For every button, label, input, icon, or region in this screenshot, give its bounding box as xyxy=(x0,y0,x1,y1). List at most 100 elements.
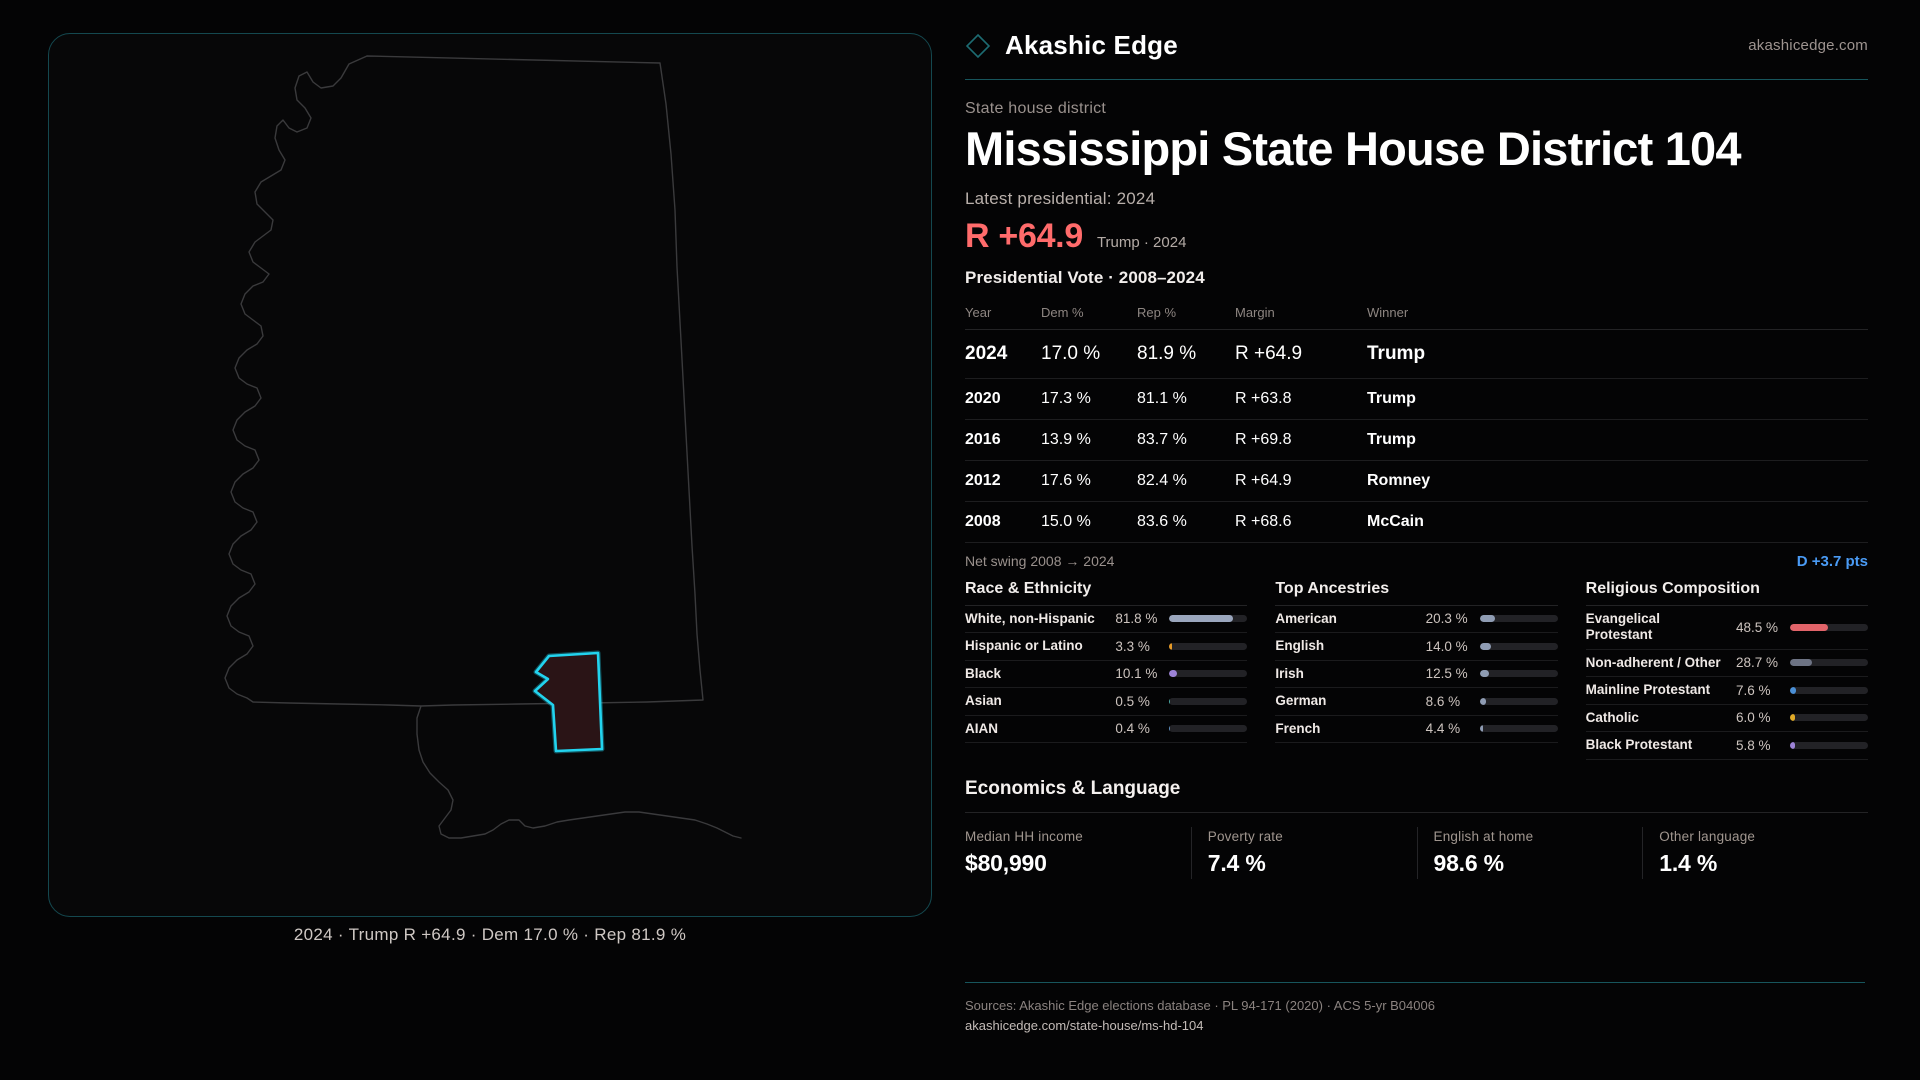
economics-stat-label: English at home xyxy=(1433,828,1534,844)
religion-label: Mainline Protestant xyxy=(1585,682,1711,698)
headline-margin: R +64.9 Trump · 2024 xyxy=(965,217,1868,256)
race-rows: White, non-Hispanic 81.8 % Hispanic or Lat… xyxy=(965,604,1248,744)
page-title: Mississippi State House District 104 xyxy=(965,122,1742,175)
demo-column-ancestries: Top Ancestries American 20.3 % English 14.0… xyxy=(1275,580,1558,760)
ancestry-bar-fill xyxy=(1479,670,1490,678)
economics-stat: Poverty rate 7.4 % xyxy=(1190,826,1417,879)
ancestry-bar-track xyxy=(1479,725,1558,733)
race-row: Hispanic or Latino 3.3 % xyxy=(965,633,1248,661)
economics-title: Economics & Language xyxy=(965,777,1181,799)
col-header-rep: Rep % xyxy=(1137,299,1235,330)
ancestry-label: Irish xyxy=(1275,665,1304,681)
col-header-dem: Dem % xyxy=(1041,299,1137,330)
headline-margin-value: R +64.9 xyxy=(965,216,1083,255)
cell-margin: R +68.6 xyxy=(1235,501,1367,543)
ancestry-pct: 14.0 % xyxy=(1425,638,1468,654)
table-row[interactable]: 2012 17.6 % 82.4 % R +64.9 Romney xyxy=(965,460,1868,502)
race-label: Asian xyxy=(965,693,1002,709)
race-pct: 10.1 % xyxy=(1115,666,1158,682)
religion-bar-fill xyxy=(1790,623,1828,631)
cell-margin: R +69.8 xyxy=(1235,419,1367,461)
cell-dem: 17.0 % xyxy=(1041,329,1137,379)
table-row[interactable]: 2008 15.0 % 83.6 % R +68.6 McCain xyxy=(965,501,1868,543)
demo-column-race: Race & Ethnicity White, non-Hispanic 81.8… xyxy=(965,580,1248,760)
ancestry-label: French xyxy=(1275,720,1321,736)
cell-winner: Trump xyxy=(1367,378,1868,420)
religion-rows: Evangelical Protestant 48.5 % Non-adherent… xyxy=(1585,604,1868,760)
state-map-svg xyxy=(224,55,742,839)
race-row: White, non-Hispanic 81.8 % xyxy=(965,606,1248,634)
cell-winner: Trump xyxy=(1367,419,1868,461)
presidential-section-title: Presidential Vote · 2008–2024 xyxy=(965,267,1205,287)
map-caption: 2024 · Trump R +64.9 · Dem 17.0 % · Rep … xyxy=(293,925,687,944)
cell-year: 2012 xyxy=(965,460,1041,502)
cell-winner: Romney xyxy=(1367,460,1868,502)
table-row[interactable]: 2016 13.9 % 83.7 % R +69.8 Trump xyxy=(965,419,1868,461)
race-bar-track xyxy=(1169,725,1248,733)
col-header-margin: Margin xyxy=(1235,299,1367,330)
latest-presidential-label: Latest presidential: 2024 xyxy=(965,188,1156,208)
religion-pct: 7.6 % xyxy=(1736,682,1771,698)
economics-stat: Other language 1.4 % xyxy=(1642,826,1868,879)
economics-stat-value: $80,990 xyxy=(965,849,1047,876)
ancestry-bar-track xyxy=(1479,670,1558,678)
cell-rep: 83.7 % xyxy=(1137,419,1235,461)
religion-title: Religious Composition xyxy=(1585,579,1760,597)
brand-name: Akashic Edge xyxy=(1005,30,1178,60)
sources-line: Sources: Akashic Edge elections database… xyxy=(965,997,1435,1013)
ancestry-bar-track xyxy=(1479,615,1558,623)
table-row[interactable]: 2024 17.0 % 81.9 % R +64.9 Trump xyxy=(965,329,1868,379)
race-row: Asian 0.5 % xyxy=(965,688,1248,716)
religion-pct: 28.7 % xyxy=(1736,655,1779,671)
race-bar-track xyxy=(1169,670,1248,678)
cell-rep: 81.1 % xyxy=(1137,378,1235,420)
religion-bar-track xyxy=(1790,741,1868,749)
cell-year: 2008 xyxy=(965,501,1041,543)
ancestry-pct: 20.3 % xyxy=(1425,611,1468,627)
race-label: AIAN xyxy=(965,720,998,736)
demo-column-religion: Religious Composition Evangelical Protes… xyxy=(1585,579,1868,760)
map-pane: 2024 · Trump R +64.9 · Dem 17.0 % · Rep … xyxy=(0,0,932,1080)
cell-year: 2020 xyxy=(965,378,1041,420)
economics-stat-label: Poverty rate xyxy=(1207,828,1283,844)
religion-bar-track xyxy=(1790,686,1868,694)
race-pct: 0.4 % xyxy=(1115,721,1150,737)
cell-dem: 17.6 % xyxy=(1041,460,1137,502)
religion-label: Black Protestant xyxy=(1585,737,1693,753)
col-header-winner: Winner xyxy=(1367,299,1868,330)
race-pct: 0.5 % xyxy=(1115,693,1150,709)
race-pct: 3.3 % xyxy=(1115,638,1150,654)
economics-stat-label: Median HH income xyxy=(965,828,1083,844)
race-bar-track xyxy=(1169,642,1248,650)
ancestry-pct: 12.5 % xyxy=(1425,666,1468,682)
table-header-row: Year Dem % Rep % Margin Winner xyxy=(965,299,1868,330)
religion-pct: 48.5 % xyxy=(1736,619,1779,635)
cell-dem: 17.3 % xyxy=(1041,378,1137,420)
economics-stat-label: Other language xyxy=(1659,828,1756,844)
presidential-table-body: 2024 17.0 % 81.9 % R +64.9 Trump 2020 17.3 % 81… xyxy=(965,329,1868,543)
ancestry-label: German xyxy=(1275,693,1327,709)
cell-margin: R +63.8 xyxy=(1235,378,1367,420)
religion-row: Evangelical Protestant 48.5 % xyxy=(1585,606,1868,650)
ancestry-pct: 8.6 % xyxy=(1425,693,1461,709)
col-header-year: Year xyxy=(965,299,1041,330)
district-outline-path[interactable] xyxy=(533,651,604,753)
map-frame[interactable] xyxy=(48,33,932,917)
religion-bar-track xyxy=(1790,659,1868,667)
cell-margin: R +64.9 xyxy=(1235,460,1367,502)
economics-stat: English at home 98.6 % xyxy=(1416,826,1643,879)
net-swing-label: Net swing 2008 → 2024 xyxy=(965,552,1115,569)
race-bar-fill xyxy=(1169,670,1178,678)
economics-grid: Median HH income $80,990 Poverty rate 7.4 %… xyxy=(965,811,1868,879)
ancestry-row: French 4.4 % xyxy=(1275,716,1558,744)
religion-bar-track xyxy=(1790,623,1868,631)
race-label: Black xyxy=(965,665,1002,681)
brand-url[interactable]: akashicedge.com xyxy=(1748,37,1868,54)
race-bar-track xyxy=(1169,697,1248,705)
economics-stat-value: 98.6 % xyxy=(1433,849,1505,876)
sources-url[interactable]: akashicedge.com/state-house/ms-hd-104 xyxy=(965,1017,1204,1033)
race-bar-track xyxy=(1169,615,1248,623)
religion-bar-fill xyxy=(1790,686,1796,694)
race-label: Hispanic or Latino xyxy=(965,638,1083,654)
table-row[interactable]: 2020 17.3 % 81.1 % R +63.8 Trump xyxy=(965,378,1868,420)
